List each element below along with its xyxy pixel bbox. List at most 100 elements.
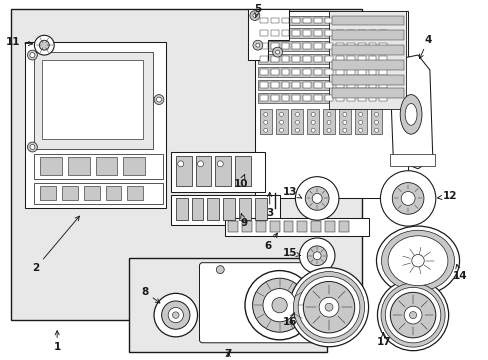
- Text: 8: 8: [142, 287, 160, 303]
- Bar: [346, 82, 354, 88]
- Bar: [235, 156, 250, 185]
- Circle shape: [380, 283, 444, 347]
- Circle shape: [279, 112, 283, 116]
- Bar: [239, 198, 250, 220]
- Text: 10: 10: [233, 174, 247, 189]
- Bar: [325, 69, 332, 75]
- Ellipse shape: [381, 230, 454, 291]
- Bar: [257, 28, 404, 38]
- Bar: [335, 69, 343, 75]
- Circle shape: [263, 112, 267, 116]
- Circle shape: [400, 192, 414, 205]
- Bar: [338, 221, 348, 232]
- Bar: [303, 56, 310, 62]
- Bar: [254, 198, 266, 220]
- Bar: [331, 15, 404, 26]
- Bar: [257, 54, 404, 64]
- Circle shape: [156, 97, 161, 102]
- Circle shape: [358, 120, 362, 124]
- Circle shape: [404, 306, 421, 324]
- Circle shape: [172, 312, 179, 318]
- Bar: [331, 88, 404, 98]
- Bar: [368, 69, 376, 75]
- Bar: [368, 18, 376, 23]
- Bar: [259, 30, 267, 36]
- Circle shape: [358, 128, 362, 132]
- Bar: [346, 18, 354, 23]
- Circle shape: [298, 276, 359, 338]
- Bar: [379, 82, 386, 88]
- Bar: [259, 69, 267, 75]
- Circle shape: [263, 128, 267, 132]
- Bar: [292, 69, 300, 75]
- Bar: [259, 82, 267, 88]
- Bar: [255, 221, 265, 232]
- Circle shape: [313, 252, 321, 260]
- Bar: [269, 221, 279, 232]
- Circle shape: [342, 112, 346, 116]
- Circle shape: [178, 161, 183, 167]
- Bar: [105, 185, 121, 201]
- Bar: [368, 82, 376, 88]
- Bar: [357, 95, 365, 100]
- Bar: [207, 198, 219, 220]
- Bar: [368, 30, 376, 36]
- Circle shape: [389, 292, 435, 338]
- Polygon shape: [42, 60, 143, 139]
- Text: 15: 15: [283, 248, 300, 258]
- Polygon shape: [389, 55, 432, 169]
- Text: 2: 2: [32, 216, 79, 273]
- Circle shape: [295, 177, 338, 220]
- Bar: [257, 67, 404, 77]
- Bar: [379, 30, 386, 36]
- Circle shape: [310, 112, 315, 116]
- Circle shape: [30, 53, 35, 58]
- Bar: [325, 221, 334, 232]
- Bar: [389, 154, 434, 166]
- Ellipse shape: [405, 104, 416, 125]
- Text: 3: 3: [265, 192, 273, 218]
- Bar: [325, 43, 332, 49]
- Bar: [175, 156, 191, 185]
- Bar: [297, 221, 306, 232]
- Circle shape: [408, 311, 416, 319]
- Bar: [335, 30, 343, 36]
- Circle shape: [162, 301, 189, 329]
- Bar: [314, 18, 322, 23]
- Polygon shape: [247, 9, 289, 60]
- Circle shape: [252, 278, 306, 332]
- Bar: [259, 56, 267, 62]
- Bar: [40, 185, 56, 201]
- Bar: [379, 95, 386, 100]
- Bar: [314, 30, 322, 36]
- Bar: [283, 221, 293, 232]
- Bar: [331, 30, 404, 40]
- Circle shape: [342, 128, 346, 132]
- Circle shape: [271, 298, 286, 313]
- Circle shape: [374, 128, 378, 132]
- Bar: [259, 43, 267, 49]
- Bar: [323, 109, 334, 134]
- Bar: [40, 157, 62, 175]
- Bar: [254, 10, 407, 198]
- Circle shape: [374, 112, 378, 116]
- Bar: [292, 82, 300, 88]
- Bar: [379, 43, 386, 49]
- Bar: [346, 43, 354, 49]
- Bar: [346, 30, 354, 36]
- Text: 12: 12: [437, 192, 456, 202]
- Circle shape: [154, 293, 197, 337]
- Bar: [306, 109, 319, 134]
- Polygon shape: [34, 52, 153, 149]
- Bar: [335, 43, 343, 49]
- Bar: [357, 82, 365, 88]
- Circle shape: [39, 40, 49, 50]
- Circle shape: [311, 193, 322, 203]
- Text: 7: 7: [224, 348, 231, 359]
- Text: 4: 4: [419, 35, 431, 59]
- Bar: [338, 109, 350, 134]
- Circle shape: [293, 271, 364, 343]
- Bar: [379, 56, 386, 62]
- Text: 17: 17: [376, 333, 390, 347]
- Bar: [335, 56, 343, 62]
